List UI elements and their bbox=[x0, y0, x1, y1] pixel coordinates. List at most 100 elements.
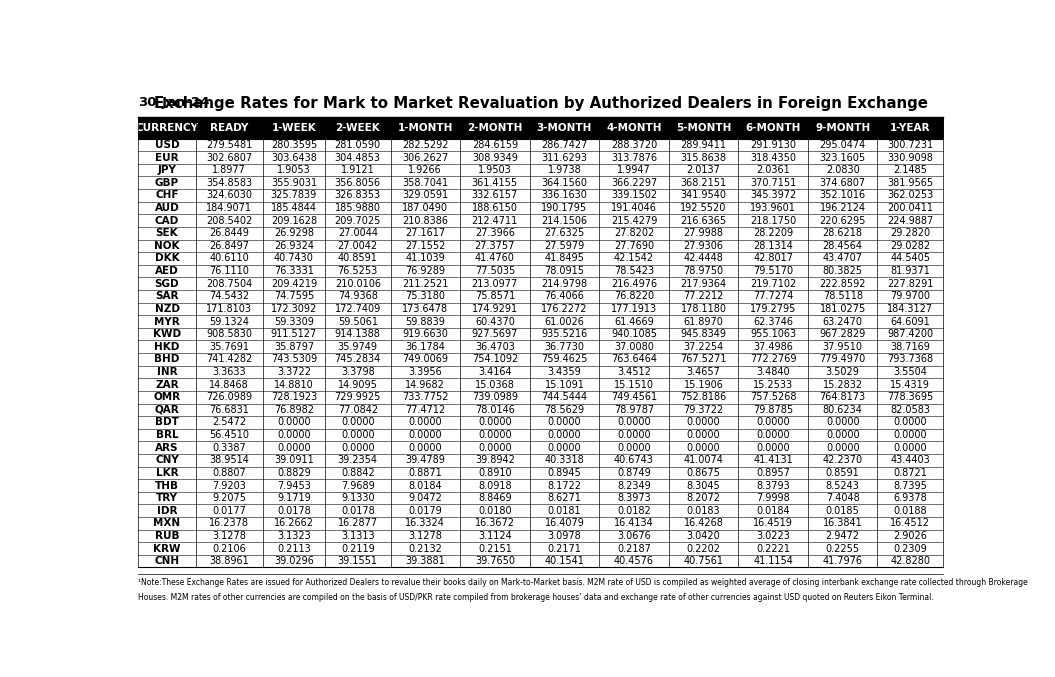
Text: 43.4403: 43.4403 bbox=[890, 455, 931, 465]
Text: 26.8449: 26.8449 bbox=[209, 228, 249, 238]
Text: 361.4155: 361.4155 bbox=[472, 178, 518, 188]
Text: 78.0146: 78.0146 bbox=[475, 405, 515, 415]
Text: 224.9887: 224.9887 bbox=[887, 215, 934, 225]
Text: 192.5520: 192.5520 bbox=[680, 203, 727, 213]
Text: 0.0000: 0.0000 bbox=[277, 418, 311, 427]
Text: 0.0177: 0.0177 bbox=[212, 506, 246, 516]
Text: 16.3324: 16.3324 bbox=[405, 519, 445, 528]
Text: 1.8977: 1.8977 bbox=[212, 165, 246, 175]
Text: HKD: HKD bbox=[154, 342, 179, 352]
Text: 0.2119: 0.2119 bbox=[341, 544, 375, 554]
Text: 0.0000: 0.0000 bbox=[341, 430, 375, 440]
Text: 2.0137: 2.0137 bbox=[687, 165, 721, 175]
Text: 64.6091: 64.6091 bbox=[890, 317, 931, 326]
Text: 2-WEEK: 2-WEEK bbox=[335, 123, 380, 133]
Text: 41.1154: 41.1154 bbox=[753, 556, 793, 566]
Text: 0.8945: 0.8945 bbox=[548, 468, 581, 478]
Text: 967.2829: 967.2829 bbox=[820, 329, 866, 339]
Text: 27.8202: 27.8202 bbox=[614, 228, 654, 238]
Text: 0.0000: 0.0000 bbox=[687, 443, 721, 453]
Text: 3.3798: 3.3798 bbox=[341, 367, 375, 377]
Text: 8.2072: 8.2072 bbox=[687, 493, 721, 503]
Text: 2-MONTH: 2-MONTH bbox=[467, 123, 522, 133]
Text: 0.0000: 0.0000 bbox=[277, 430, 311, 440]
Text: 77.5035: 77.5035 bbox=[475, 266, 515, 276]
Text: 213.0977: 213.0977 bbox=[472, 279, 518, 288]
Text: 14.9682: 14.9682 bbox=[405, 380, 445, 389]
Text: 78.9787: 78.9787 bbox=[614, 405, 654, 415]
Text: 178.1180: 178.1180 bbox=[680, 304, 727, 314]
Text: 303.6438: 303.6438 bbox=[271, 152, 316, 162]
Text: 176.2272: 176.2272 bbox=[541, 304, 588, 314]
Text: 78.0915: 78.0915 bbox=[544, 266, 584, 276]
Text: 1.9121: 1.9121 bbox=[341, 165, 375, 175]
Text: 42.8017: 42.8017 bbox=[753, 253, 793, 263]
Text: 82.0583: 82.0583 bbox=[890, 405, 931, 415]
Text: Exchange Rates for Mark to Market Revaluation by Authorized Dealers in Foreign E: Exchange Rates for Mark to Market Revalu… bbox=[154, 96, 927, 111]
Text: 172.3092: 172.3092 bbox=[271, 304, 318, 314]
Text: AED: AED bbox=[155, 266, 179, 276]
Text: 8.3973: 8.3973 bbox=[617, 493, 651, 503]
Text: 0.8591: 0.8591 bbox=[826, 468, 860, 478]
Text: 3.3722: 3.3722 bbox=[276, 367, 311, 377]
Text: 7.4048: 7.4048 bbox=[826, 493, 860, 503]
Text: 59.3309: 59.3309 bbox=[274, 317, 313, 326]
Text: 62.3746: 62.3746 bbox=[753, 317, 793, 326]
Text: 78.5629: 78.5629 bbox=[544, 405, 584, 415]
Bar bbox=[460, 116, 530, 139]
Text: 74.5432: 74.5432 bbox=[209, 291, 249, 301]
Text: 209.4219: 209.4219 bbox=[271, 279, 316, 288]
Text: 0.2132: 0.2132 bbox=[408, 544, 442, 554]
Text: 78.5118: 78.5118 bbox=[823, 291, 863, 301]
Text: 955.1063: 955.1063 bbox=[750, 329, 797, 339]
Text: 0.0000: 0.0000 bbox=[894, 430, 927, 440]
Text: THB: THB bbox=[155, 481, 179, 491]
Text: 78.5423: 78.5423 bbox=[614, 266, 654, 276]
Text: 0.0000: 0.0000 bbox=[826, 418, 860, 427]
Text: 40.3318: 40.3318 bbox=[544, 455, 584, 465]
Text: 1-YEAR: 1-YEAR bbox=[890, 123, 931, 133]
Text: 36.7730: 36.7730 bbox=[544, 342, 584, 352]
Text: 43.4707: 43.4707 bbox=[823, 253, 863, 263]
Text: 0.0000: 0.0000 bbox=[277, 443, 311, 453]
Text: 8.3045: 8.3045 bbox=[687, 481, 721, 491]
Text: 914.1388: 914.1388 bbox=[334, 329, 381, 339]
Text: 27.0042: 27.0042 bbox=[338, 241, 378, 250]
Text: 35.8797: 35.8797 bbox=[274, 342, 314, 352]
Text: 16.4512: 16.4512 bbox=[890, 519, 931, 528]
Text: 0.0000: 0.0000 bbox=[478, 430, 512, 440]
Text: 39.8942: 39.8942 bbox=[475, 455, 515, 465]
Text: 16.3672: 16.3672 bbox=[475, 519, 515, 528]
Text: 779.4970: 779.4970 bbox=[820, 354, 866, 364]
Text: 39.3881: 39.3881 bbox=[405, 556, 445, 566]
Text: DKK: DKK bbox=[155, 253, 179, 263]
Text: 3.1278: 3.1278 bbox=[408, 531, 442, 541]
Text: 5-MONTH: 5-MONTH bbox=[676, 123, 731, 133]
Text: 193.9601: 193.9601 bbox=[750, 203, 797, 213]
Text: 37.4986: 37.4986 bbox=[753, 342, 793, 352]
Text: 8.2349: 8.2349 bbox=[617, 481, 651, 491]
Text: 0.0180: 0.0180 bbox=[478, 506, 512, 516]
Text: 9.0472: 9.0472 bbox=[408, 493, 442, 503]
Text: 218.1750: 218.1750 bbox=[750, 215, 797, 225]
Text: 1.9503: 1.9503 bbox=[478, 165, 512, 175]
Text: 80.3825: 80.3825 bbox=[823, 266, 863, 276]
Text: 0.8721: 0.8721 bbox=[894, 468, 927, 478]
Text: 743.5309: 743.5309 bbox=[271, 354, 316, 364]
Text: 41.4760: 41.4760 bbox=[475, 253, 515, 263]
Text: 40.4576: 40.4576 bbox=[614, 556, 654, 566]
Bar bbox=[599, 116, 669, 139]
Text: SAR: SAR bbox=[155, 291, 178, 301]
Bar bbox=[390, 116, 460, 139]
Text: 27.7690: 27.7690 bbox=[614, 241, 654, 250]
Text: 212.4711: 212.4711 bbox=[472, 215, 518, 225]
Text: 38.8961: 38.8961 bbox=[209, 556, 249, 566]
Text: 61.8970: 61.8970 bbox=[684, 317, 724, 326]
Text: 3.5029: 3.5029 bbox=[826, 367, 860, 377]
Text: 179.2795: 179.2795 bbox=[750, 304, 797, 314]
Text: 78.9750: 78.9750 bbox=[684, 266, 724, 276]
Text: 0.0000: 0.0000 bbox=[826, 443, 860, 453]
Text: 59.1324: 59.1324 bbox=[209, 317, 249, 326]
Text: 793.7368: 793.7368 bbox=[887, 354, 934, 364]
Text: 79.5170: 79.5170 bbox=[753, 266, 793, 276]
